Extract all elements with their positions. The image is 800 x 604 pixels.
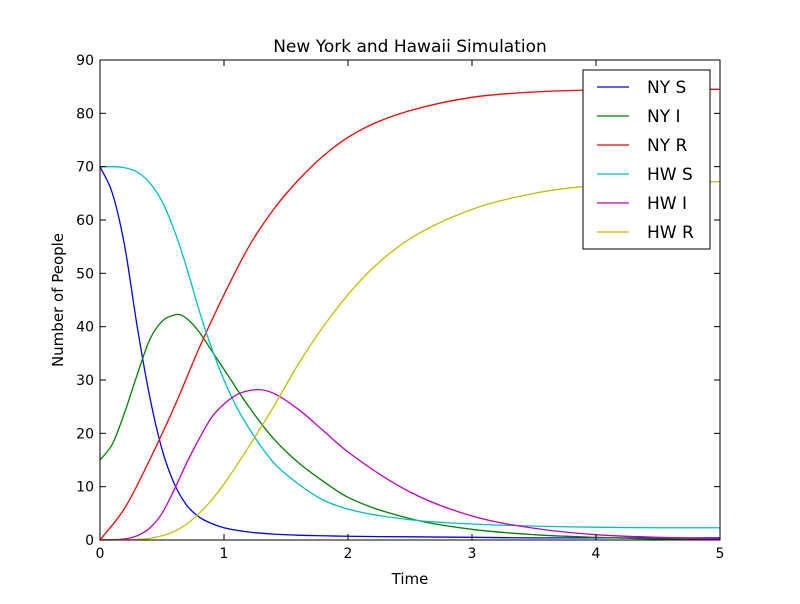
series-line-hw-s bbox=[100, 166, 720, 529]
y-tick-label: 10 bbox=[76, 480, 94, 496]
series-line-ny-s bbox=[99, 166, 720, 539]
x-tick-label: 4 bbox=[592, 546, 601, 562]
y-tick-label: 0 bbox=[85, 533, 94, 549]
series-line-hw-i bbox=[99, 388, 721, 541]
x-axis-label: Time bbox=[391, 570, 429, 588]
series-line-ny-r bbox=[99, 88, 720, 541]
legend-label-ny-r: NY R bbox=[647, 136, 688, 156]
chart-title: New York and Hawaii Simulation bbox=[273, 37, 547, 57]
legend: NY S NY I NY R HW S HW I HW R bbox=[582, 69, 711, 250]
x-tick-label: 0 bbox=[96, 546, 105, 562]
y-tick-label: 90 bbox=[76, 53, 94, 69]
x-tick-label: 5 bbox=[716, 546, 725, 562]
legend-label-ny-s: NY S bbox=[647, 78, 686, 98]
y-tick-label: 70 bbox=[76, 160, 94, 176]
legend-entries: NY S NY I NY R HW S HW I HW R bbox=[597, 78, 694, 243]
x-tick-label: 3 bbox=[468, 546, 477, 562]
series-line-ny-i bbox=[99, 313, 721, 541]
y-tick-label: 50 bbox=[76, 266, 94, 282]
legend-label-hw-i: HW I bbox=[647, 194, 687, 214]
legend-box bbox=[582, 69, 711, 250]
axes-frame bbox=[99, 59, 721, 541]
x-tick-label: 2 bbox=[344, 546, 353, 562]
y-tick-label: 30 bbox=[76, 373, 94, 389]
y-tick-label: 40 bbox=[76, 320, 94, 336]
y-tick-label: 80 bbox=[76, 106, 94, 122]
legend-label-ny-i: NY I bbox=[647, 107, 681, 127]
y-axis-label: Number of People bbox=[49, 233, 67, 367]
series-layer bbox=[99, 88, 721, 541]
series-line-hw-r bbox=[99, 180, 721, 541]
x-tick-label: 1 bbox=[220, 546, 229, 562]
y-tick-label: 60 bbox=[76, 213, 94, 229]
y-tick-label: 20 bbox=[76, 426, 94, 442]
legend-label-hw-r: HW R bbox=[647, 223, 694, 243]
legend-label-hw-s: HW S bbox=[647, 165, 693, 185]
